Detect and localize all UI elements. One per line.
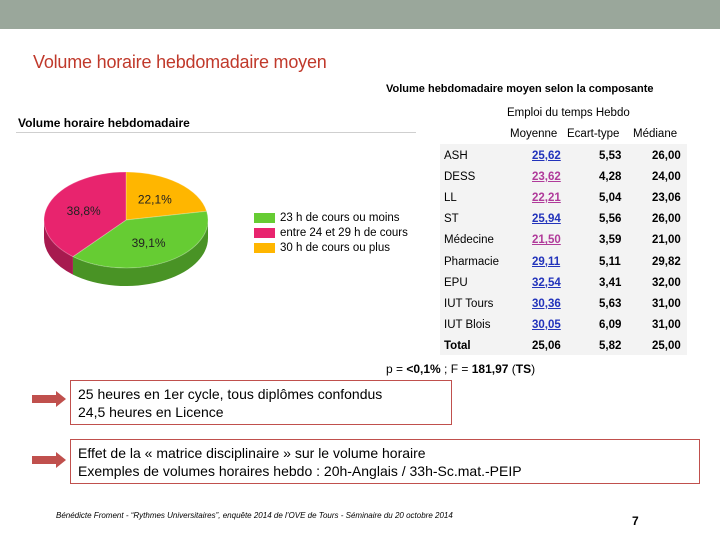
pie-data-label: 38,8% (67, 204, 101, 218)
row-median: 32,00 (652, 276, 681, 289)
row-name: ASH (444, 150, 468, 162)
ts-open: ( (508, 362, 516, 376)
legend-item: 23 h de cours ou moins (254, 210, 408, 225)
col-header-median: Médiane (633, 128, 678, 140)
top-bar (0, 0, 720, 29)
row-median: 21,00 (652, 234, 681, 247)
table-row: LL 22,21 5,04 23,06 (440, 188, 687, 209)
ts-close: ) (531, 362, 536, 376)
row-sd: 3,41 (599, 276, 622, 289)
table-row: IUT Blois 30,05 6,09 31,00 (440, 315, 687, 336)
row-mean[interactable]: 21,50 (532, 234, 561, 247)
row-mean[interactable]: 30,05 (532, 318, 561, 331)
table-title: Volume hebdomadaire moyen selon la compo… (386, 83, 654, 95)
pie-data-label: 22,1% (138, 193, 172, 207)
row-mean[interactable]: 30,36 (532, 297, 561, 310)
p-value-line: p = <0,1% ; F = 181,97 (TS) (386, 362, 535, 376)
table-row: Pharmacie 29,11 5,11 29,82 (440, 252, 687, 273)
callout-2-line-2: Exemples de volumes horaires hebdo : 20h… (78, 463, 522, 479)
table-panel (440, 144, 687, 355)
row-name: LL (444, 192, 457, 205)
col-header-sd: Ecart-type (567, 128, 620, 140)
callout-box-2: Effet de la « matrice disciplinaire » su… (70, 439, 700, 484)
ts-label: TS (515, 362, 532, 376)
table-row: DESS 23,62 4,28 24,00 (440, 167, 687, 188)
col-header-mean: Moyenne (510, 128, 558, 140)
chart-legend: 23 h de cours ou moins entre 24 et 29 h d… (254, 210, 408, 255)
p-value: <0,1% (406, 362, 441, 376)
row-median: 26,00 (652, 150, 681, 162)
slide-title: Volume horaire hebdomadaire moyen (33, 52, 327, 72)
row-mean[interactable]: 29,11 (532, 255, 561, 268)
chart-title: Volume horaire hebdomadaire (18, 116, 190, 130)
row-median: 31,00 (652, 297, 681, 310)
table-row: Total 25,06 5,82 25,00 (440, 336, 687, 357)
row-name: EPU (444, 276, 468, 289)
row-mean[interactable]: 23,62 (532, 171, 561, 184)
table-row: IUT Tours 30,36 5,63 31,00 (440, 294, 687, 315)
row-name: IUT Blois (444, 318, 491, 331)
legend-item: 30 h de cours ou plus (254, 240, 408, 255)
legend-item: entre 24 et 29 h de cours (254, 225, 408, 240)
legend-swatch (254, 227, 275, 238)
table-subtitle: Emploi du temps Hebdo (507, 107, 630, 119)
table-row: EPU 32,54 3,41 32,00 (440, 273, 687, 294)
legend-label: entre 24 et 29 h de cours (280, 226, 408, 239)
footer-citation: Bénédicte Froment - “Rythmes Universitai… (56, 511, 453, 520)
pie-slice (43, 171, 127, 258)
pie-chart: 22,1% 39,1% 38,8% (43, 171, 209, 286)
pie-slice-side (44, 220, 73, 275)
pie-slice (71, 210, 209, 269)
pie-slice-side (72, 220, 208, 286)
page-number: 7 (632, 514, 639, 528)
arrow-icon (32, 452, 66, 468)
row-median: 26,00 (652, 213, 681, 226)
f-prefix: ; F = (440, 362, 472, 376)
row-name: ST (444, 213, 459, 226)
row-sd: 5,04 (599, 192, 622, 205)
row-name: Pharmacie (444, 255, 499, 268)
row-name: DESS (444, 171, 476, 184)
row-sd: 5,63 (599, 297, 622, 310)
row-name: IUT Tours (444, 297, 494, 310)
row-sd: 6,09 (599, 318, 622, 331)
callout-1-line-2: 24,5 heures en Licence (78, 404, 224, 420)
legend-label: 30 h de cours ou plus (280, 241, 390, 254)
callout-box-1: 25 heures en 1er cycle, tous diplômes co… (70, 380, 452, 425)
p-prefix: p = (386, 362, 407, 376)
chart-divider (16, 132, 416, 133)
pie-slice (125, 171, 208, 221)
pie-data-label: 39,1% (132, 236, 166, 250)
row-median: 31,00 (652, 318, 681, 331)
row-mean: 25,06 (532, 339, 561, 352)
row-median: 24,00 (652, 171, 681, 184)
row-sd: 5,56 (599, 213, 622, 226)
table-row: ST 25,94 5,56 26,00 (440, 209, 687, 230)
arrow-icon (32, 391, 66, 407)
row-median: 23,06 (652, 192, 681, 205)
table-row: ASH 25,62 5,53 26,00 (440, 146, 687, 167)
row-sd: 3,59 (599, 234, 622, 247)
callout-1-line-1: 25 heures en 1er cycle, tous diplômes co… (78, 386, 383, 402)
row-sd: 4,28 (599, 171, 622, 184)
row-name: Total (444, 339, 471, 352)
row-name: Médecine (444, 234, 494, 247)
row-median: 29,82 (652, 255, 681, 268)
row-mean[interactable]: 22,21 (532, 192, 561, 205)
callout-2-line-1: Effet de la « matrice disciplinaire » su… (78, 445, 426, 461)
row-mean[interactable]: 32,54 (532, 276, 561, 289)
legend-swatch (254, 212, 275, 223)
table-row: Médecine 21,50 3,59 21,00 (440, 230, 687, 251)
legend-label: 23 h de cours ou moins (280, 211, 400, 224)
row-mean[interactable]: 25,62 (532, 150, 561, 162)
row-sd: 5,53 (599, 150, 622, 162)
row-median: 25,00 (652, 339, 681, 352)
f-value: 181,97 (471, 362, 509, 376)
legend-swatch (254, 242, 275, 253)
row-sd: 5,82 (599, 339, 622, 352)
row-sd: 5,11 (599, 255, 621, 268)
row-mean[interactable]: 25,94 (532, 213, 561, 226)
